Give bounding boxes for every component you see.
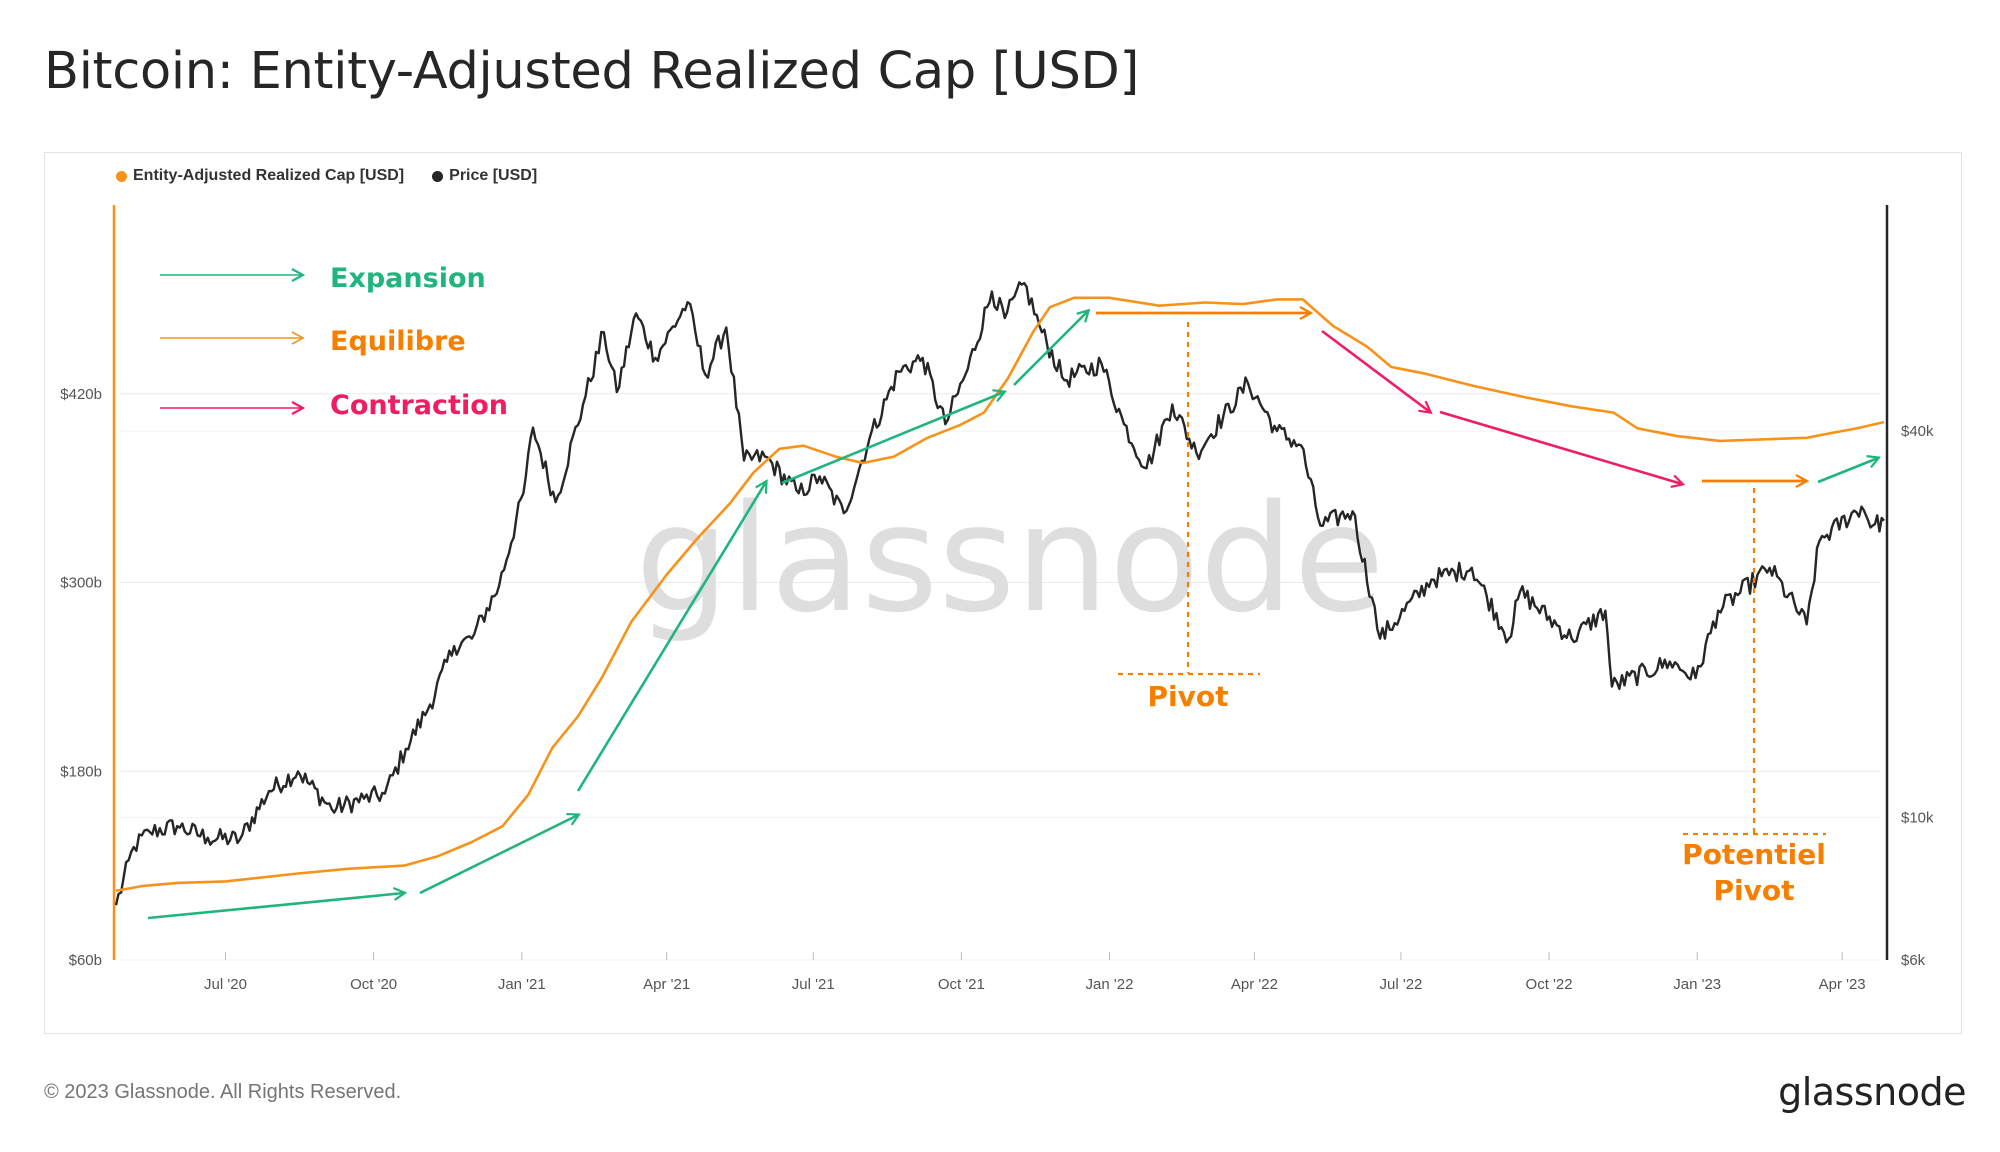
- x-tick-label: Apr '21: [643, 976, 690, 993]
- watermark-text: glassnode: [635, 473, 1384, 645]
- chart-frame: [44, 152, 1962, 1034]
- expansion-arrow: [1817, 458, 1878, 484]
- x-tick-label: Oct '21: [938, 976, 985, 993]
- pivot-marker: [1118, 322, 1260, 676]
- footer-brand-logo: glassnode: [1778, 1070, 1966, 1114]
- y-left-ticks: $60b $180b $300b $420b: [60, 386, 102, 969]
- expansion-arrow: [576, 482, 766, 792]
- grid-lines: [120, 393, 1880, 961]
- y-right-tick-label: $40k: [1901, 423, 1934, 440]
- x-tick-label: Jul '21: [792, 976, 835, 993]
- y-right-tick-label: $10k: [1901, 810, 1934, 827]
- contraction-arrows: [1321, 329, 1682, 484]
- contraction-arrow: [1439, 410, 1682, 484]
- potential-pivot-marker: [1683, 488, 1826, 836]
- legend-dot-icon: [116, 170, 127, 182]
- x-tick-label: Jul '22: [1379, 976, 1422, 993]
- x-tick-label: Jan '21: [498, 976, 546, 993]
- realized-cap-series-line: [115, 296, 1885, 893]
- x-tick-label: Jan '23: [1673, 976, 1721, 993]
- expansion-arrow: [781, 392, 1004, 485]
- contraction-arrow: [1321, 329, 1430, 412]
- potential-pivot-label-line1: Potentiel: [1682, 838, 1826, 871]
- expansion-arrow: [419, 815, 578, 895]
- contraction-legend-label: Contraction: [330, 390, 508, 421]
- y-left-tick-label: $420b: [60, 386, 102, 403]
- expansion-arrow: [1013, 311, 1088, 386]
- page-title: Bitcoin: Entity-Adjusted Realized Cap [U…: [44, 42, 1140, 101]
- x-tick-label: Jul '20: [204, 976, 247, 993]
- x-tick-label: Oct '20: [350, 976, 397, 993]
- x-ticks: Jul '20 Oct '20 Jan '21 Apr '21 Jul '21 Oct '…: [204, 952, 1866, 993]
- legend-item-realized-cap[interactable]: Entity-Adjusted Realized Cap [USD]: [116, 167, 404, 185]
- equilibre-legend-label: Equilibre: [330, 326, 466, 357]
- legend-label-realized-cap: Entity-Adjusted Realized Cap [USD]: [133, 167, 405, 184]
- chart-legend: Entity-Adjusted Realized Cap [USD] Price…: [116, 167, 537, 185]
- x-tick-label: Jan '22: [1086, 976, 1134, 993]
- expansion-arrows: [147, 311, 1878, 920]
- x-tick-label: Oct '22: [1526, 976, 1573, 993]
- pivot-label: Pivot: [1148, 680, 1229, 713]
- price-series-line: [114, 281, 1885, 906]
- y-left-tick-label: $180b: [60, 763, 102, 780]
- equilibre-arrows: [1096, 313, 1806, 481]
- footer-copyright: © 2023 Glassnode. All Rights Reserved.: [44, 1081, 402, 1103]
- legend-item-price[interactable]: Price [USD]: [432, 167, 537, 185]
- potential-pivot-label-line2: Pivot: [1714, 874, 1795, 907]
- y-left-tick-label: $60b: [69, 952, 102, 969]
- y-right-tick-label: $6k: [1901, 952, 1926, 969]
- legend-dot-icon: [432, 170, 444, 182]
- x-tick-label: Apr '22: [1231, 976, 1278, 993]
- expansion-arrow: [147, 893, 404, 920]
- y-right-ticks: $6k $10k $40k: [1901, 423, 1934, 969]
- y-left-tick-label: $300b: [60, 575, 102, 592]
- legend-label-price: Price [USD]: [449, 167, 538, 184]
- expansion-legend-label: Expansion: [330, 263, 486, 294]
- x-tick-label: Apr '23: [1819, 976, 1866, 993]
